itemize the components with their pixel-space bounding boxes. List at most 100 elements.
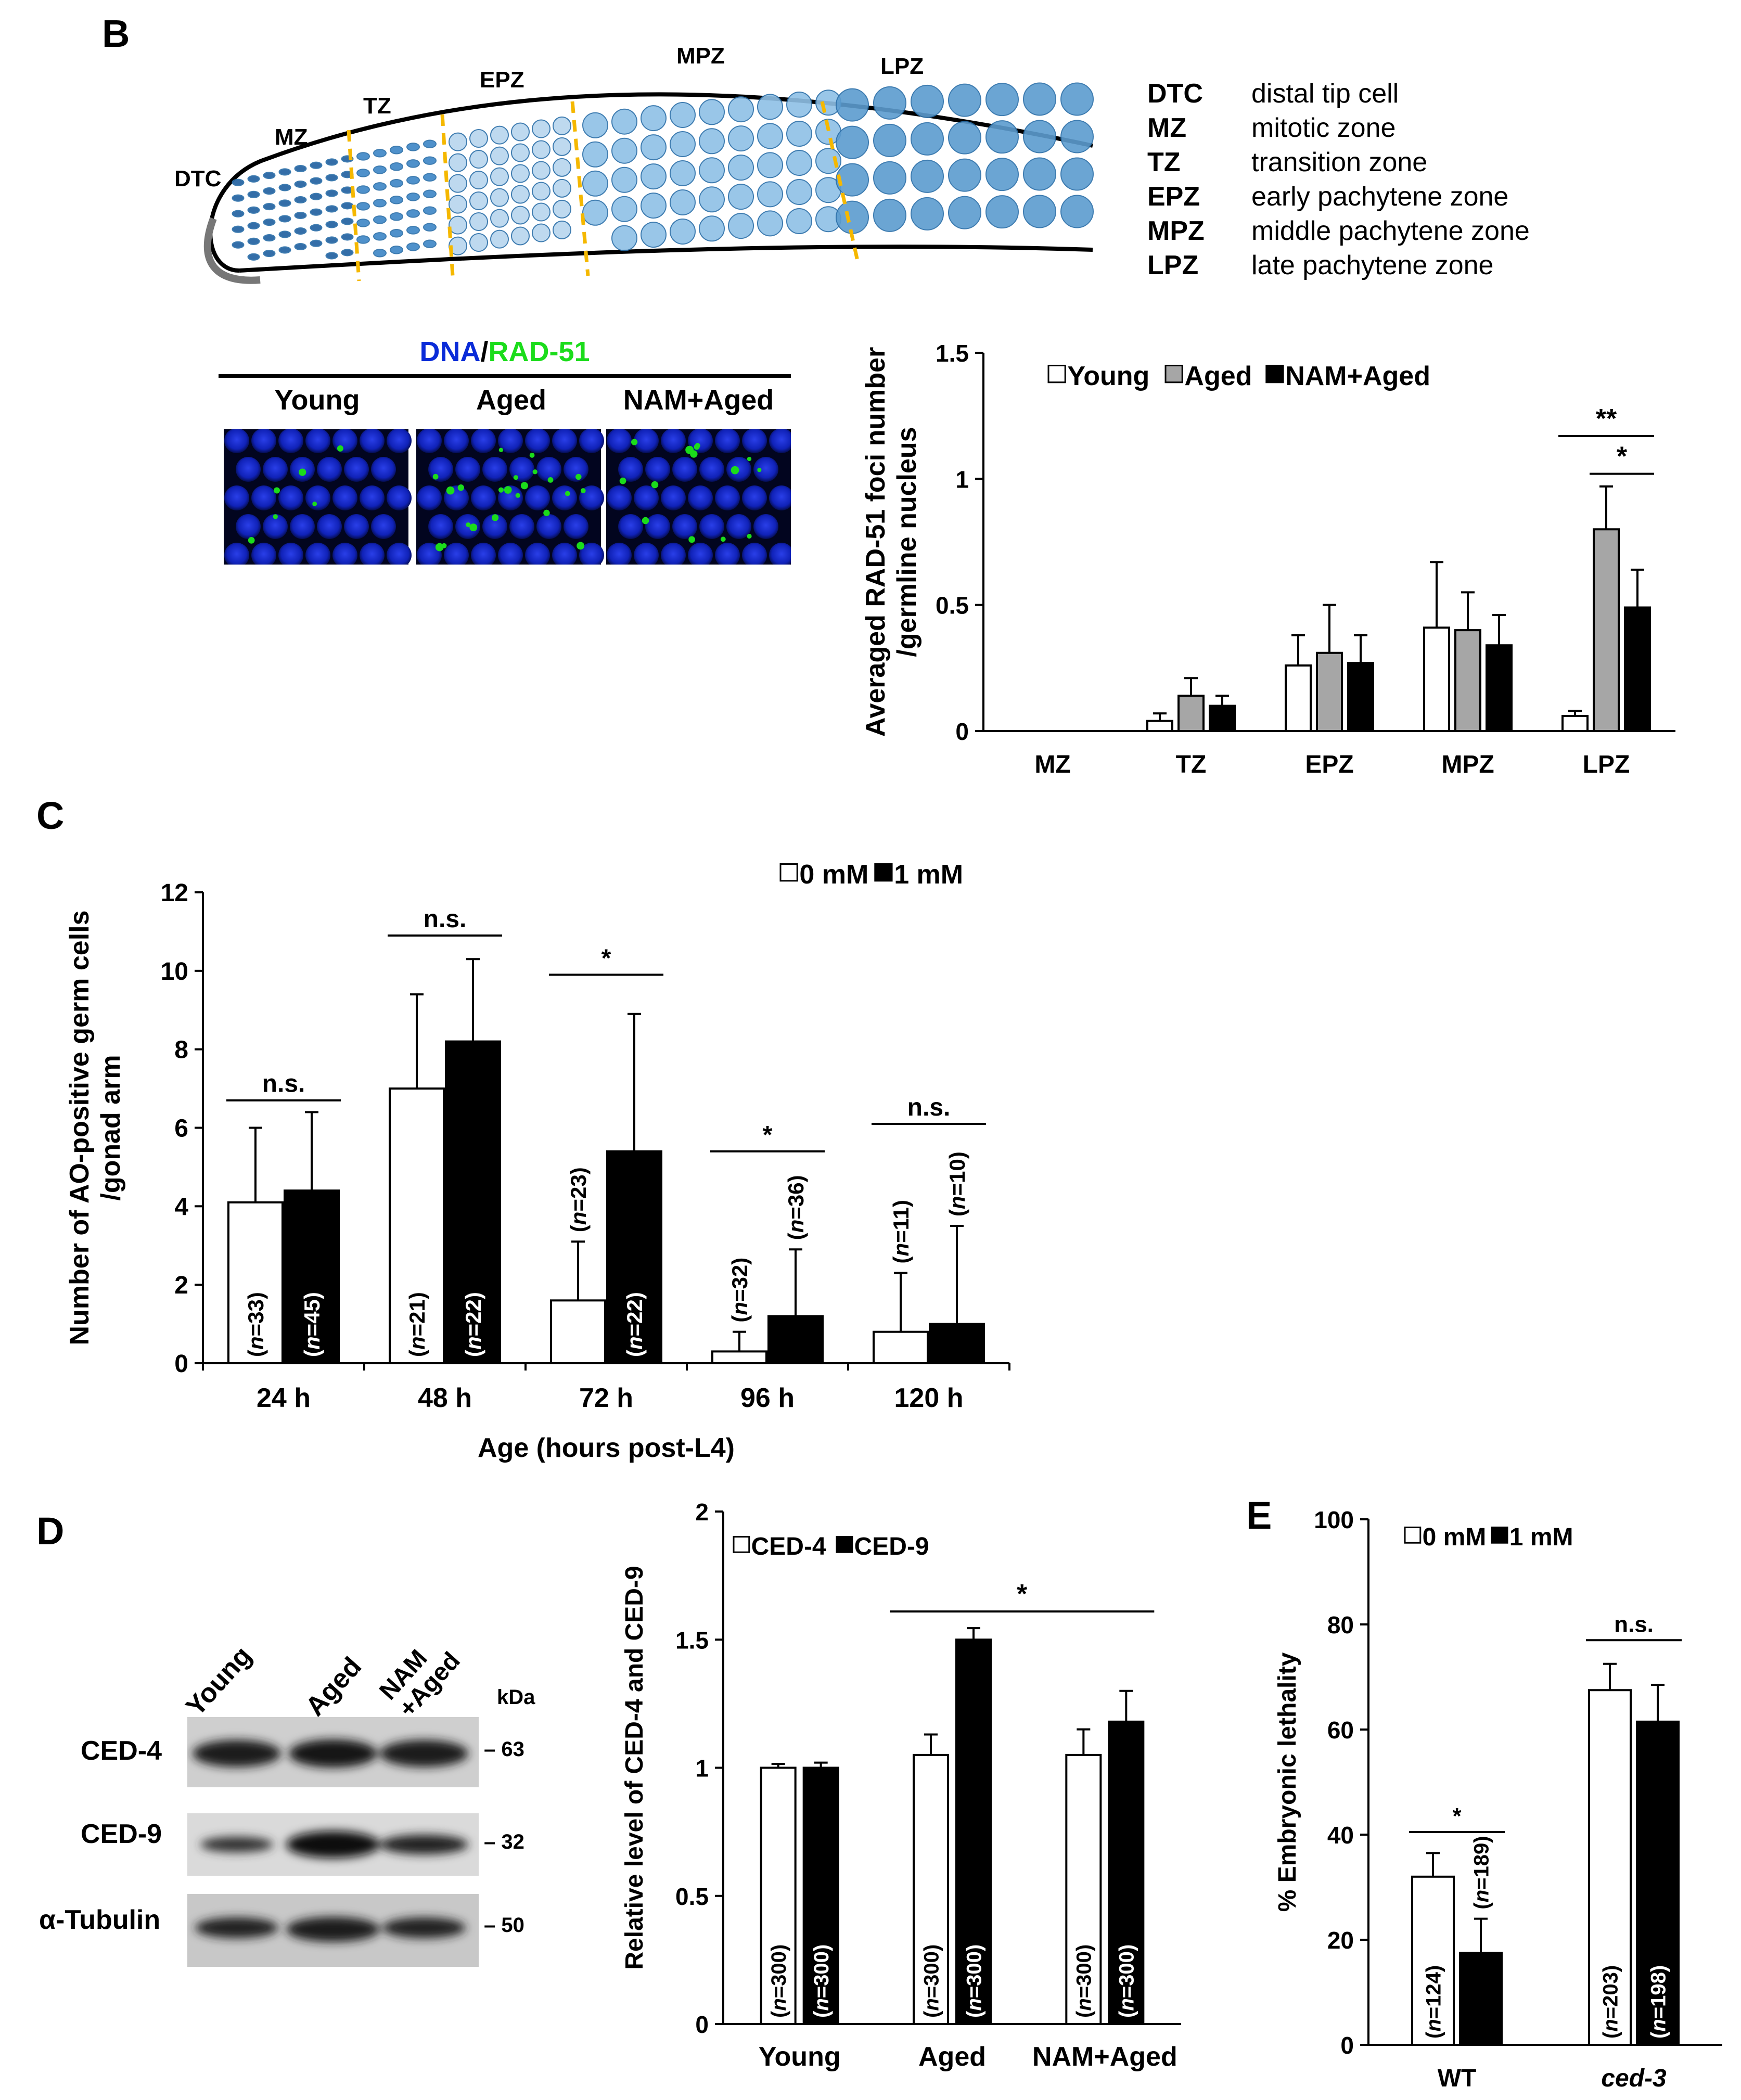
significance-label: n.s. (907, 1094, 951, 1121)
germ-cell (611, 108, 637, 135)
germ-cell (532, 161, 551, 180)
germ-cell (582, 199, 608, 226)
germ-cell (294, 242, 307, 251)
germ-cell (836, 125, 869, 159)
germ-cell (325, 236, 338, 244)
nucleus (579, 429, 604, 453)
kda-value: 50 (501, 1914, 524, 1937)
germ-cell (641, 134, 667, 161)
rad51-focus (457, 484, 464, 491)
bar (1177, 695, 1205, 732)
legend-label: CED-4 (751, 1533, 826, 1560)
zone-legend-row: DTC distal tip cell (1147, 78, 1399, 109)
nucleus (552, 543, 577, 565)
bar (1065, 1753, 1102, 2025)
germ-cell (423, 239, 437, 248)
n-label: (n=198) (1647, 1965, 1670, 2039)
y-tick-label: 6 (174, 1115, 188, 1143)
nucleus (224, 429, 249, 453)
zone-legend-abbr: DTC (1147, 79, 1203, 109)
rad51-focus (747, 533, 752, 539)
rad51-focus (492, 514, 499, 521)
germ-cell (948, 121, 981, 155)
germ-cell (310, 193, 323, 200)
bar (955, 1638, 992, 2025)
x-tick-label: 72 h (579, 1383, 633, 1413)
blot-row-label: CED-4 (81, 1736, 162, 1766)
rad51-focus (575, 473, 582, 480)
significance-label: n.s. (262, 1070, 305, 1098)
rad51-focus (446, 486, 455, 495)
y-tick-label: 20 (1327, 1927, 1354, 1954)
nucleus (224, 543, 249, 565)
germ-cell (728, 213, 754, 239)
y-tick-label: 0 (695, 2011, 709, 2038)
nucleus (525, 543, 550, 565)
germ-cell (373, 165, 387, 174)
zone-legend-name: distal tip cell (1251, 79, 1399, 109)
germ-cell (310, 224, 323, 232)
germ-cell (490, 188, 509, 207)
nucleus (387, 429, 412, 453)
germ-cell (406, 193, 420, 201)
germ-cell (232, 225, 245, 233)
germ-cell (1060, 195, 1094, 228)
germ-cell (310, 239, 323, 247)
nucleus (387, 543, 412, 565)
y-tick-label: 1 (955, 466, 969, 493)
nucleus (769, 429, 791, 453)
germ-cell (294, 227, 307, 235)
germ-cell (294, 164, 307, 173)
x-tick-label: NAM+Aged (1032, 2042, 1177, 2072)
germ-cell (699, 186, 725, 213)
nucleus (688, 543, 713, 565)
germ-cell (247, 206, 260, 214)
zone-legend-abbr: MPZ (1147, 216, 1205, 246)
rad51-focus (498, 447, 504, 453)
zone-legend-name: middle pachytene zone (1251, 216, 1530, 246)
nucleus (332, 429, 357, 453)
germ-cell (423, 173, 437, 182)
band (380, 1835, 468, 1854)
bar (1411, 1875, 1455, 2046)
nucleus (444, 429, 469, 453)
germ-cell (390, 246, 403, 254)
germ-cell (948, 158, 981, 192)
nucleus (753, 457, 778, 482)
germ-cell (511, 206, 530, 225)
nucleus (715, 485, 740, 510)
germ-cell (611, 196, 637, 222)
y-tick-label: 100 (1314, 1506, 1354, 1533)
lane-label: NAM +Aged (374, 1644, 466, 1723)
n-label: (n=22) (461, 1292, 485, 1357)
nucleus (634, 543, 659, 565)
band (195, 1917, 278, 1938)
bar (1636, 1720, 1680, 2046)
significance-label: * (1017, 1579, 1028, 1609)
germ-cell (786, 208, 812, 235)
zone-label-epz: EPZ (480, 67, 524, 93)
germ-cell (356, 219, 370, 227)
germ-cell (836, 163, 869, 197)
nucleus (726, 514, 751, 539)
nucleus (661, 429, 686, 453)
n-label: (n=300) (1116, 1944, 1138, 2018)
nucleus (371, 457, 396, 482)
micrograph-col-label: Young (274, 385, 360, 416)
x-tick-label: 48 h (418, 1383, 472, 1413)
x-tick-label: Young (759, 2042, 841, 2072)
nucleus (672, 514, 697, 539)
nucleus (607, 485, 632, 510)
n-label: (n=21) (405, 1292, 429, 1357)
bar (873, 1330, 929, 1365)
legend-swatch (1047, 365, 1066, 383)
rad51-focus (432, 473, 439, 480)
bar (1486, 644, 1513, 732)
germ-cell (390, 196, 403, 204)
germ-cell (325, 221, 338, 228)
zone-legend-name: late pachytene zone (1251, 250, 1494, 280)
germ-cell (699, 128, 725, 155)
chart-ced-levels: 0 0.5 1 1.5 2 Young Aged NAM+Aged (n=300) (n=300)… (621, 1499, 1181, 2072)
n-label: (n=300) (920, 1944, 943, 2018)
band (286, 1831, 380, 1858)
